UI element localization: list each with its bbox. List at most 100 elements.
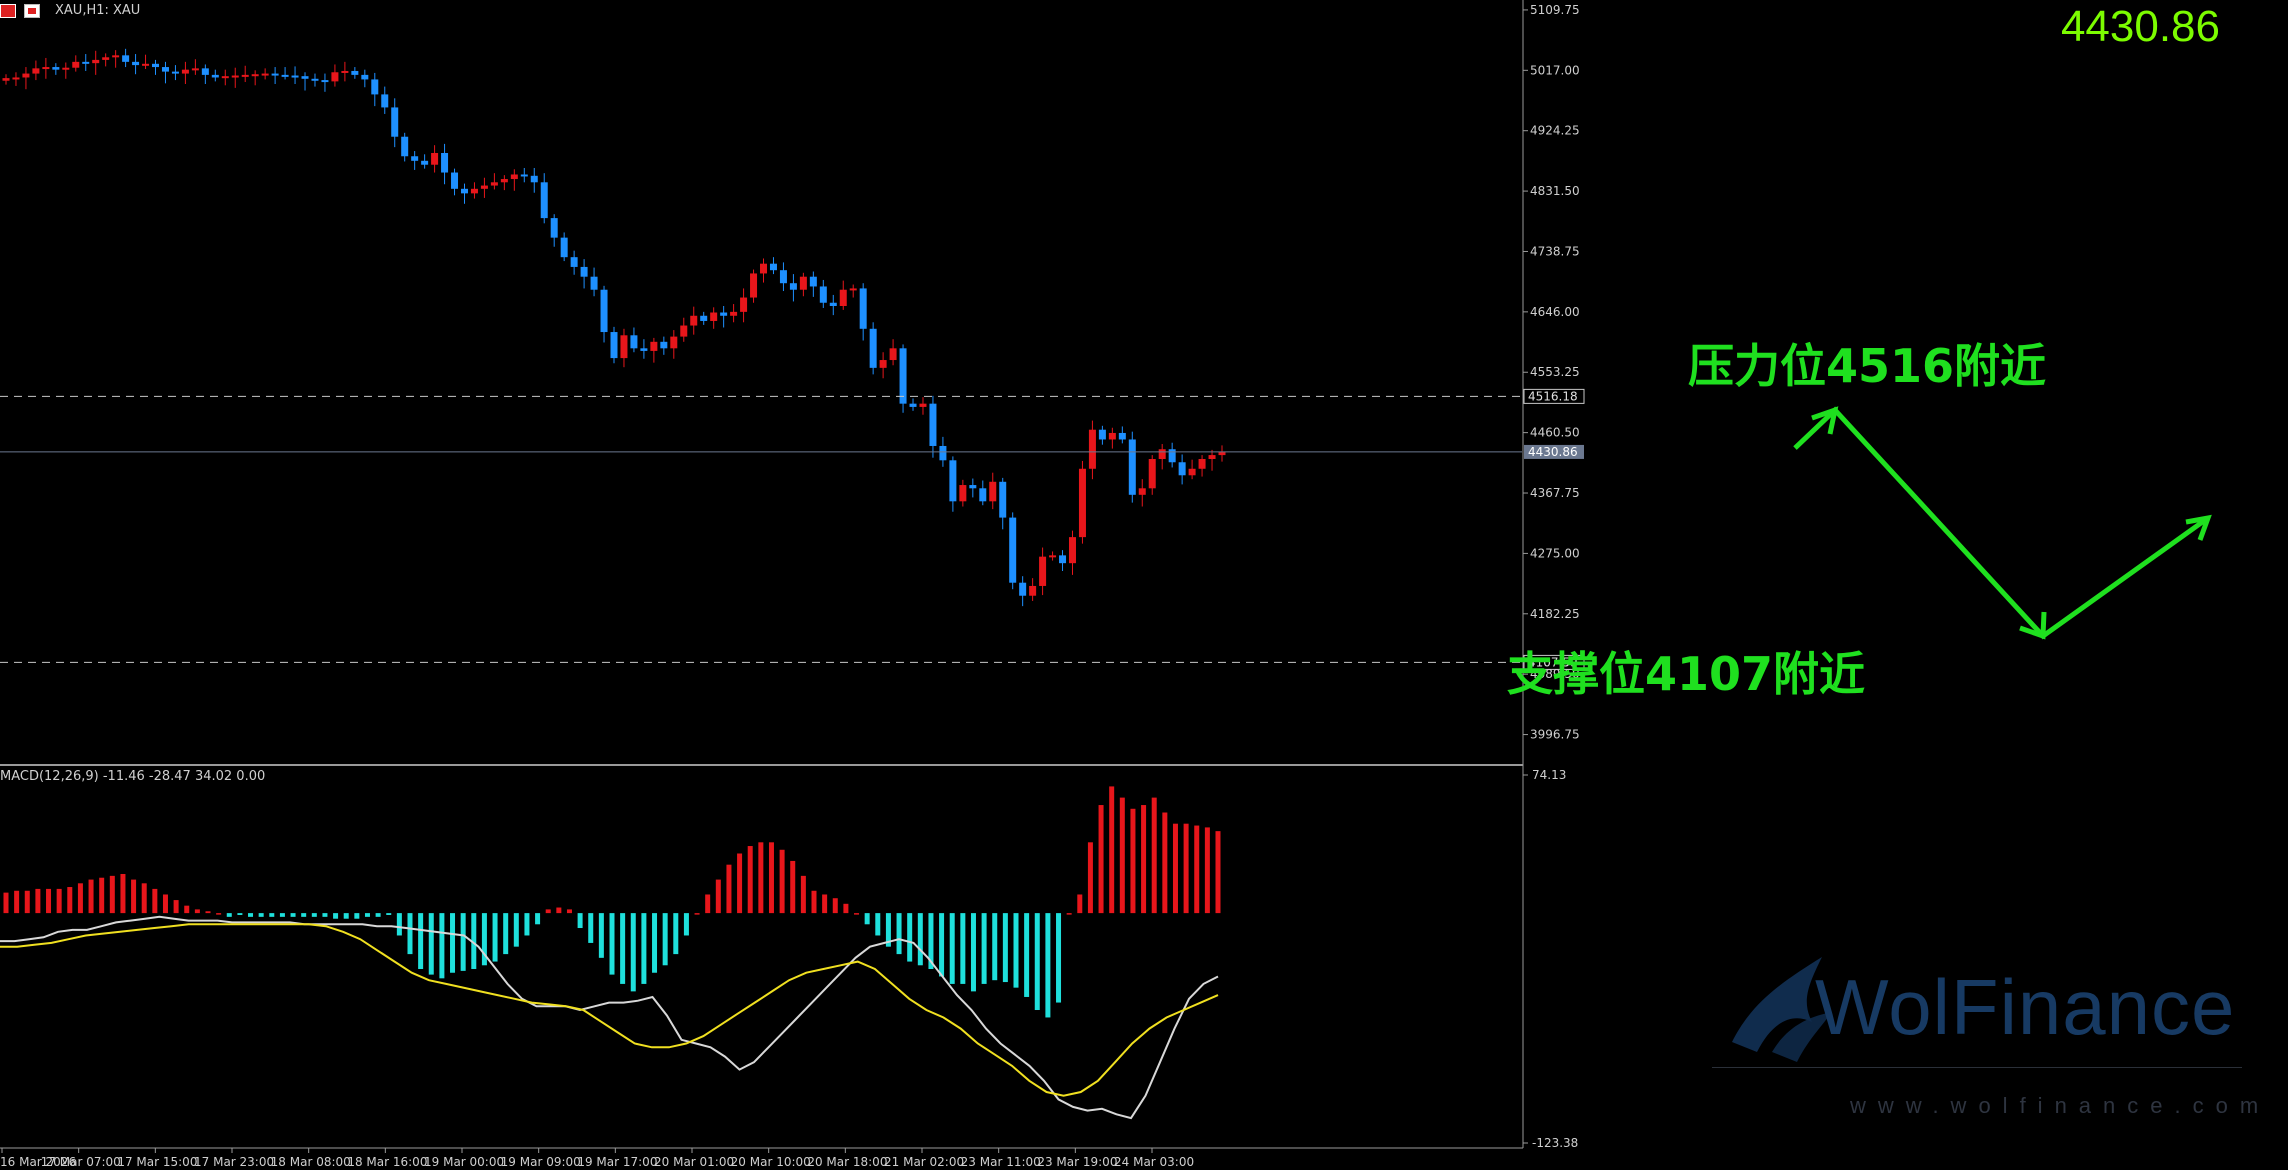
watermark-url: www.wolfinance.com bbox=[1850, 1093, 2271, 1118]
candle-body bbox=[112, 55, 120, 58]
macd-histogram-bar bbox=[652, 913, 658, 973]
macd-histogram-bar bbox=[46, 888, 52, 914]
price-tick-label: 4831.50 bbox=[1530, 184, 1580, 198]
candle-body bbox=[760, 263, 768, 274]
candle-body bbox=[600, 289, 608, 333]
candle-body bbox=[1049, 555, 1057, 558]
macd-histogram-bar bbox=[928, 913, 934, 970]
macd-histogram-bar bbox=[311, 913, 317, 917]
candle-body bbox=[12, 77, 20, 80]
candle-body bbox=[610, 332, 618, 359]
macd-histogram-bar bbox=[492, 913, 498, 962]
macd-histogram-bar bbox=[885, 913, 891, 947]
price-tick-label: 4646.00 bbox=[1530, 305, 1580, 319]
macd-histogram-bar bbox=[641, 913, 647, 984]
macd-histogram-bar bbox=[109, 875, 115, 914]
candle-body bbox=[122, 55, 130, 62]
macd-histogram-bar bbox=[875, 913, 881, 936]
candle-body bbox=[740, 297, 748, 312]
candle-body bbox=[52, 67, 60, 70]
candle-body bbox=[929, 403, 937, 446]
macd-histogram-bar bbox=[768, 842, 774, 914]
macd-histogram-bar bbox=[907, 913, 913, 962]
price-tick-label: 4089.50 bbox=[1530, 667, 1580, 681]
candle-body bbox=[371, 79, 379, 95]
candles-layer bbox=[2, 48, 1226, 607]
macd-histogram-bar bbox=[364, 913, 370, 917]
candle-body bbox=[779, 270, 787, 284]
macd-histogram-bar bbox=[598, 913, 604, 958]
macd-histogram-bar bbox=[630, 913, 636, 992]
macd-histogram-bar bbox=[1045, 913, 1051, 1018]
time-tick-label: 20 Mar 18:00 bbox=[807, 1155, 887, 1169]
candle-body bbox=[1019, 582, 1027, 596]
level-tag: 4516.18 bbox=[1528, 389, 1578, 403]
candle-body bbox=[1098, 429, 1106, 440]
chart-type-icon[interactable] bbox=[24, 4, 40, 18]
candle-body bbox=[1108, 432, 1116, 440]
candle-body bbox=[221, 76, 229, 79]
macd-histogram-bar bbox=[832, 898, 838, 914]
level-tag: 4107.59 bbox=[1528, 655, 1578, 669]
macd-histogram-bar bbox=[3, 892, 9, 914]
candle-body bbox=[411, 156, 419, 161]
macd-histogram-bar bbox=[248, 913, 254, 917]
candle-body bbox=[480, 185, 488, 189]
candle-body bbox=[1059, 555, 1067, 564]
macd-histogram-bar bbox=[535, 913, 541, 925]
candle-body bbox=[1158, 449, 1166, 459]
macd-histogram-bar bbox=[152, 888, 158, 914]
macd-histogram-bar bbox=[322, 913, 328, 917]
candle-body bbox=[241, 74, 249, 77]
price-tick-label: 3996.75 bbox=[1530, 728, 1580, 742]
flag-icon[interactable] bbox=[0, 4, 16, 18]
time-tick-label: 23 Mar 11:00 bbox=[961, 1155, 1041, 1169]
candle-body bbox=[1009, 517, 1017, 583]
macd-histogram-bar bbox=[460, 913, 466, 971]
forecast-arrow bbox=[1793, 406, 2212, 640]
macd-histogram-bar bbox=[1194, 825, 1200, 914]
macd-histogram-bar bbox=[513, 913, 519, 947]
candle-body bbox=[431, 153, 439, 165]
candle-body bbox=[999, 481, 1007, 518]
time-tick-label: 17 Mar 23:00 bbox=[194, 1155, 274, 1169]
time-tick-label: 16 Mar 2026 bbox=[0, 1155, 76, 1169]
macd-histogram bbox=[3, 786, 1221, 1018]
macd-histogram-bar bbox=[99, 877, 105, 914]
candle-body bbox=[1039, 556, 1047, 586]
candle-body bbox=[22, 73, 30, 78]
grid-layer bbox=[0, 0, 1524, 1149]
macd-histogram-bar bbox=[375, 913, 381, 917]
macd-indicator-label: MACD(12,26,9) -11.46 -28.47 34.02 0.00 bbox=[0, 769, 266, 784]
candle-body bbox=[510, 174, 518, 180]
candle-body bbox=[700, 315, 708, 321]
candle-body bbox=[281, 74, 289, 77]
macd-histogram-bar bbox=[1151, 797, 1157, 914]
macd-line bbox=[0, 915, 1219, 1120]
candle-body bbox=[191, 68, 199, 71]
candle-body bbox=[132, 61, 140, 66]
macd-histogram-bar bbox=[1109, 786, 1115, 914]
macd-histogram-bar bbox=[1204, 827, 1210, 914]
candle-body bbox=[680, 325, 688, 337]
candle-body bbox=[381, 94, 389, 108]
macd-histogram-bar bbox=[343, 913, 349, 919]
candle-body bbox=[869, 328, 877, 368]
time-tick-label: 21 Mar 02:00 bbox=[884, 1155, 964, 1169]
macd-histogram-bar bbox=[194, 909, 200, 914]
candle-body bbox=[62, 67, 70, 70]
time-tick-label: 17 Mar 15:00 bbox=[117, 1155, 197, 1169]
macd-histogram-bar bbox=[1066, 913, 1072, 915]
macd-histogram-bar bbox=[609, 913, 615, 975]
candle-body bbox=[1208, 455, 1216, 459]
candle-body bbox=[460, 188, 468, 194]
macd-histogram-bar bbox=[226, 913, 232, 917]
arrow-head-low bbox=[2019, 611, 2047, 640]
candle-body bbox=[540, 182, 548, 219]
candle-body bbox=[72, 61, 80, 68]
time-tick-label: 23 Mar 19:00 bbox=[1037, 1155, 1117, 1169]
macd-histogram-bar bbox=[396, 913, 402, 936]
macd-histogram-bar bbox=[258, 913, 264, 917]
macd-histogram-bar bbox=[279, 913, 285, 917]
